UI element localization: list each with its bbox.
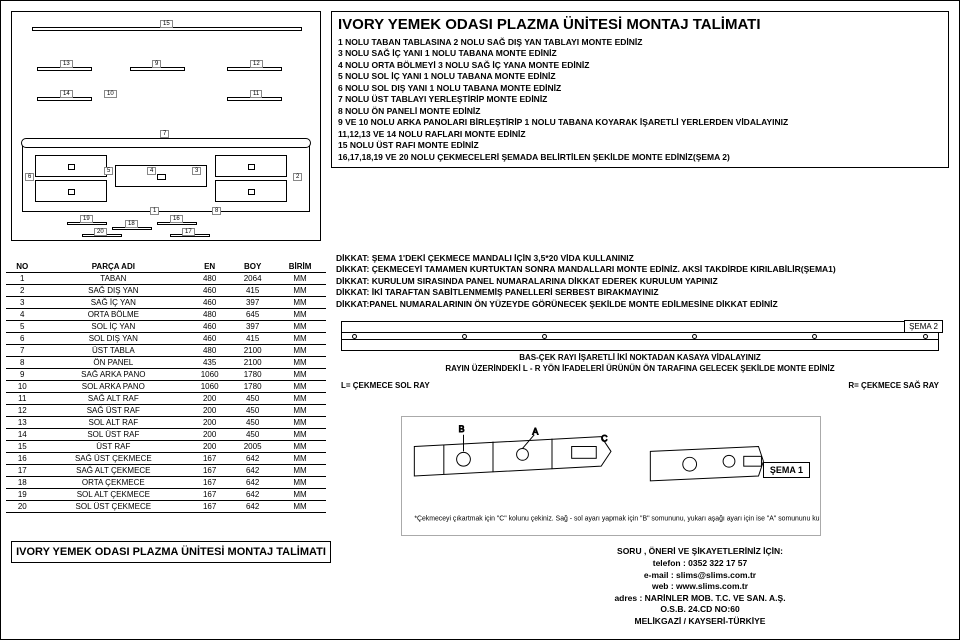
contact-phone: telefon : 0352 322 17 57: [461, 558, 939, 569]
table-row: 6SOL DIŞ YAN460415MM: [6, 333, 326, 345]
table-row: 19SOL ALT ÇEKMECE167642MM: [6, 489, 326, 501]
table-header: NO: [6, 261, 39, 273]
assembly-step: 8 NOLU ÖN PANELİ MONTE EDİNİZ: [338, 106, 942, 117]
table-row: 12SAĞ ÜST RAF200450MM: [6, 405, 326, 417]
assembly-step: 11,12,13 VE 14 NOLU RAFLARI MONTE EDİNİZ: [338, 129, 942, 140]
assembly-step: 1 NOLU TABAN TABLASINA 2 NOLU SAĞ DIŞ YA…: [338, 37, 942, 48]
contact-addr3: MELİKGAZİ / KAYSERİ-TÜRKİYE: [461, 616, 939, 627]
table-row: 4ORTA BÖLME480645MM: [6, 309, 326, 321]
table-row: 15ÜST RAF2002005MM: [6, 441, 326, 453]
note-line: DİKKAT: ÇEKMECEYİ TAMAMEN KURTUKTAN SONR…: [336, 264, 949, 275]
contact-addr2: O.S.B. 24.CD NO:60: [461, 604, 939, 615]
table-header: BİRİM: [274, 261, 326, 273]
table-row: 3SAĞ İÇ YAN460397MM: [6, 297, 326, 309]
table-row: 9SAĞ ARKA PANO10601780MM: [6, 369, 326, 381]
assembly-step: 7 NOLU ÜST TABLAYI YERLEŞTİRİP MONTE EDİ…: [338, 94, 942, 105]
note-line: DİKKAT: ŞEMA 1'DEKİ ÇEKMECE MANDALI İÇİN…: [336, 253, 949, 264]
sema2-caption2: RAYIN ÜZERİNDEKİ L - R YÖN İFADELERİ ÜRÜ…: [341, 364, 939, 373]
contact-head: SORU , ÖNERİ VE ŞİKAYETLERİNİZ İÇİN:: [461, 546, 939, 557]
table-row: 17SAĞ ALT ÇEKMECE167642MM: [6, 465, 326, 477]
note-line: DİKKAT:PANEL NUMARALARININ ÖN YÜZEYDE GÖ…: [336, 299, 949, 310]
note-line: DİKKAT: KURULUM SIRASINDA PANEL NUMARALA…: [336, 276, 949, 287]
table-row: 18ORTA ÇEKMECE167642MM: [6, 477, 326, 489]
assembly-step: 6 NOLU SOL DIŞ YANI 1 NOLU TABANA MONTE …: [338, 83, 942, 94]
table-row: 11SAĞ ALT RAF200450MM: [6, 393, 326, 405]
contact-web: web : www.slims.com.tr: [461, 581, 939, 592]
svg-text:*Çekmeceyi çıkartmak için "C": *Çekmeceyi çıkartmak için "C" kolunu çek…: [414, 515, 820, 522]
contact-addr: adres : NARİNLER MOB. T.C. VE SAN. A.Ş.: [461, 593, 939, 604]
sema2-caption1: BAS-ÇEK RAYI İŞARETLİ İKİ NOKTADAN KASAY…: [341, 353, 939, 362]
sema2-left: L= ÇEKMECE SOL RAY: [341, 381, 430, 390]
svg-text:C: C: [601, 434, 608, 444]
svg-text:B: B: [459, 424, 465, 434]
assembly-step: 3 NOLU SAĞ İÇ YANI 1 NOLU TABANA MONTE E…: [338, 48, 942, 59]
notes-block: DİKKAT: ŞEMA 1'DEKİ ÇEKMECE MANDALI İÇİN…: [336, 253, 949, 310]
table-row: 10SOL ARKA PANO10601780MM: [6, 381, 326, 393]
title-block: IVORY YEMEK ODASI PLAZMA ÜNİTESİ MONTAJ …: [331, 11, 949, 168]
assembly-step: 4 NOLU ORTA BÖLMEYİ 3 NOLU SAĞ İÇ YANA M…: [338, 60, 942, 71]
table-row: 2SAĞ DIŞ YAN460415MM: [6, 285, 326, 297]
table-row: 1TABAN4802064MM: [6, 273, 326, 285]
sema1-diagram: B A C *Çekmeceyi çıkartmak için "C" kolu…: [401, 416, 821, 536]
table-row: 16SAĞ ÜST ÇEKMECE167642MM: [6, 453, 326, 465]
assembly-step: 15 NOLU ÜST RAFI MONTE EDİNİZ: [338, 140, 942, 151]
note-line: DİKKAT: İKİ TARAFTAN SABİTLENMEMİŞ PANEL…: [336, 287, 949, 298]
table-row: 5SOL İÇ YAN460397MM: [6, 321, 326, 333]
table-row: 13SOL ALT RAF200450MM: [6, 417, 326, 429]
table-row: 14SOL ÜST RAF200450MM: [6, 429, 326, 441]
assembly-step: 16,17,18,19 VE 20 NOLU ÇEKMECELERİ ŞEMAD…: [338, 152, 942, 163]
sema1-label: ŞEMA 1: [763, 462, 810, 478]
page-title: IVORY YEMEK ODASI PLAZMA ÜNİTESİ MONTAJ …: [338, 16, 942, 33]
table-row: 8ÖN PANEL4352100MM: [6, 357, 326, 369]
contact-email: e-mail : slims@slims.com.tr: [461, 570, 939, 581]
sema2-label: ŞEMA 2: [904, 320, 943, 333]
table-header: BOY: [231, 261, 274, 273]
sema2-diagram: ŞEMA 2 BAS-ÇEK RAYI İŞARETLİ İKİ NOKTADA…: [341, 321, 939, 381]
table-row: 20SOL ÜST ÇEKMECE167642MM: [6, 501, 326, 513]
table-header: PARÇA ADI: [39, 261, 189, 273]
footer-title: IVORY YEMEK ODASI PLAZMA ÜNİTESİ MONTAJ …: [11, 541, 331, 563]
contact-block: SORU , ÖNERİ VE ŞİKAYETLERİNİZ İÇİN: tel…: [461, 546, 939, 627]
assembly-step: 5 NOLU SOL İÇ YANI 1 NOLU TABANA MONTE E…: [338, 71, 942, 82]
assembly-diagram: 15 13 9 12 14 11 10 6 2 7 5 3 4 19 18 16: [11, 11, 321, 241]
sema2-right: R= ÇEKMECE SAĞ RAY: [848, 381, 939, 390]
table-header: EN: [188, 261, 231, 273]
table-row: 7ÜST TABLA4802100MM: [6, 345, 326, 357]
assembly-step: 9 VE 10 NOLU ARKA PANOLARI BİRLEŞTİRİP 1…: [338, 117, 942, 128]
parts-table: NOPARÇA ADIENBOYBİRİM 1TABAN4802064MM2SA…: [6, 261, 326, 513]
